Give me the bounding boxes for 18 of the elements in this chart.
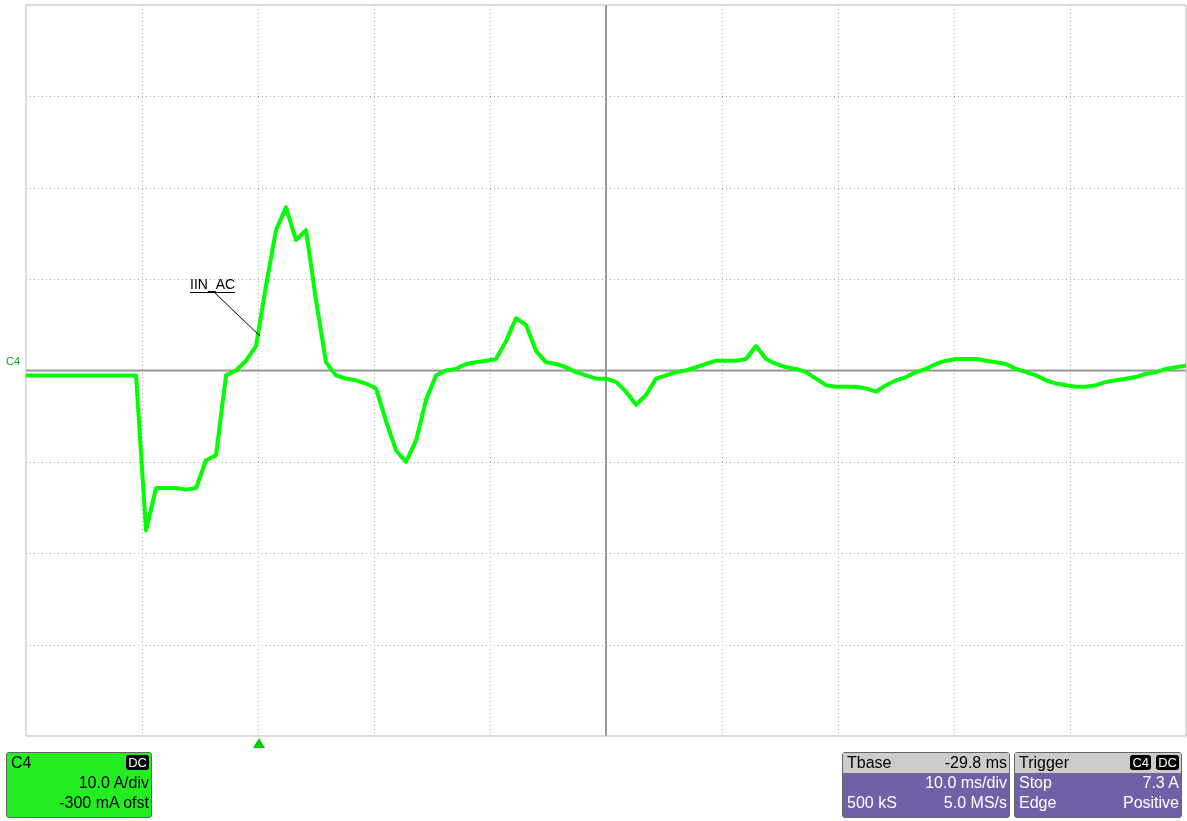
text: C4 xyxy=(11,753,32,773)
text: -29.8 ms xyxy=(944,753,1007,773)
text: C4 xyxy=(1130,755,1151,770)
text: Tbase xyxy=(847,753,892,773)
text: DC xyxy=(126,755,149,770)
text: 5.0 MS/s xyxy=(943,793,1007,813)
text: Stop xyxy=(1019,773,1052,793)
text: Trigger xyxy=(1019,753,1070,773)
text: Positive xyxy=(1122,793,1179,813)
text: Edge xyxy=(1019,793,1057,813)
annotation: IIN_AC xyxy=(190,276,236,293)
text: 10.0 ms/div xyxy=(925,773,1007,793)
text: C4 xyxy=(6,355,21,367)
text: 7.3 A xyxy=(1142,773,1179,793)
text: DC xyxy=(1156,755,1179,770)
text: 10.0 A/div xyxy=(78,773,149,793)
text: 500 kS xyxy=(847,793,897,813)
text: -300 mA ofst xyxy=(59,793,149,813)
